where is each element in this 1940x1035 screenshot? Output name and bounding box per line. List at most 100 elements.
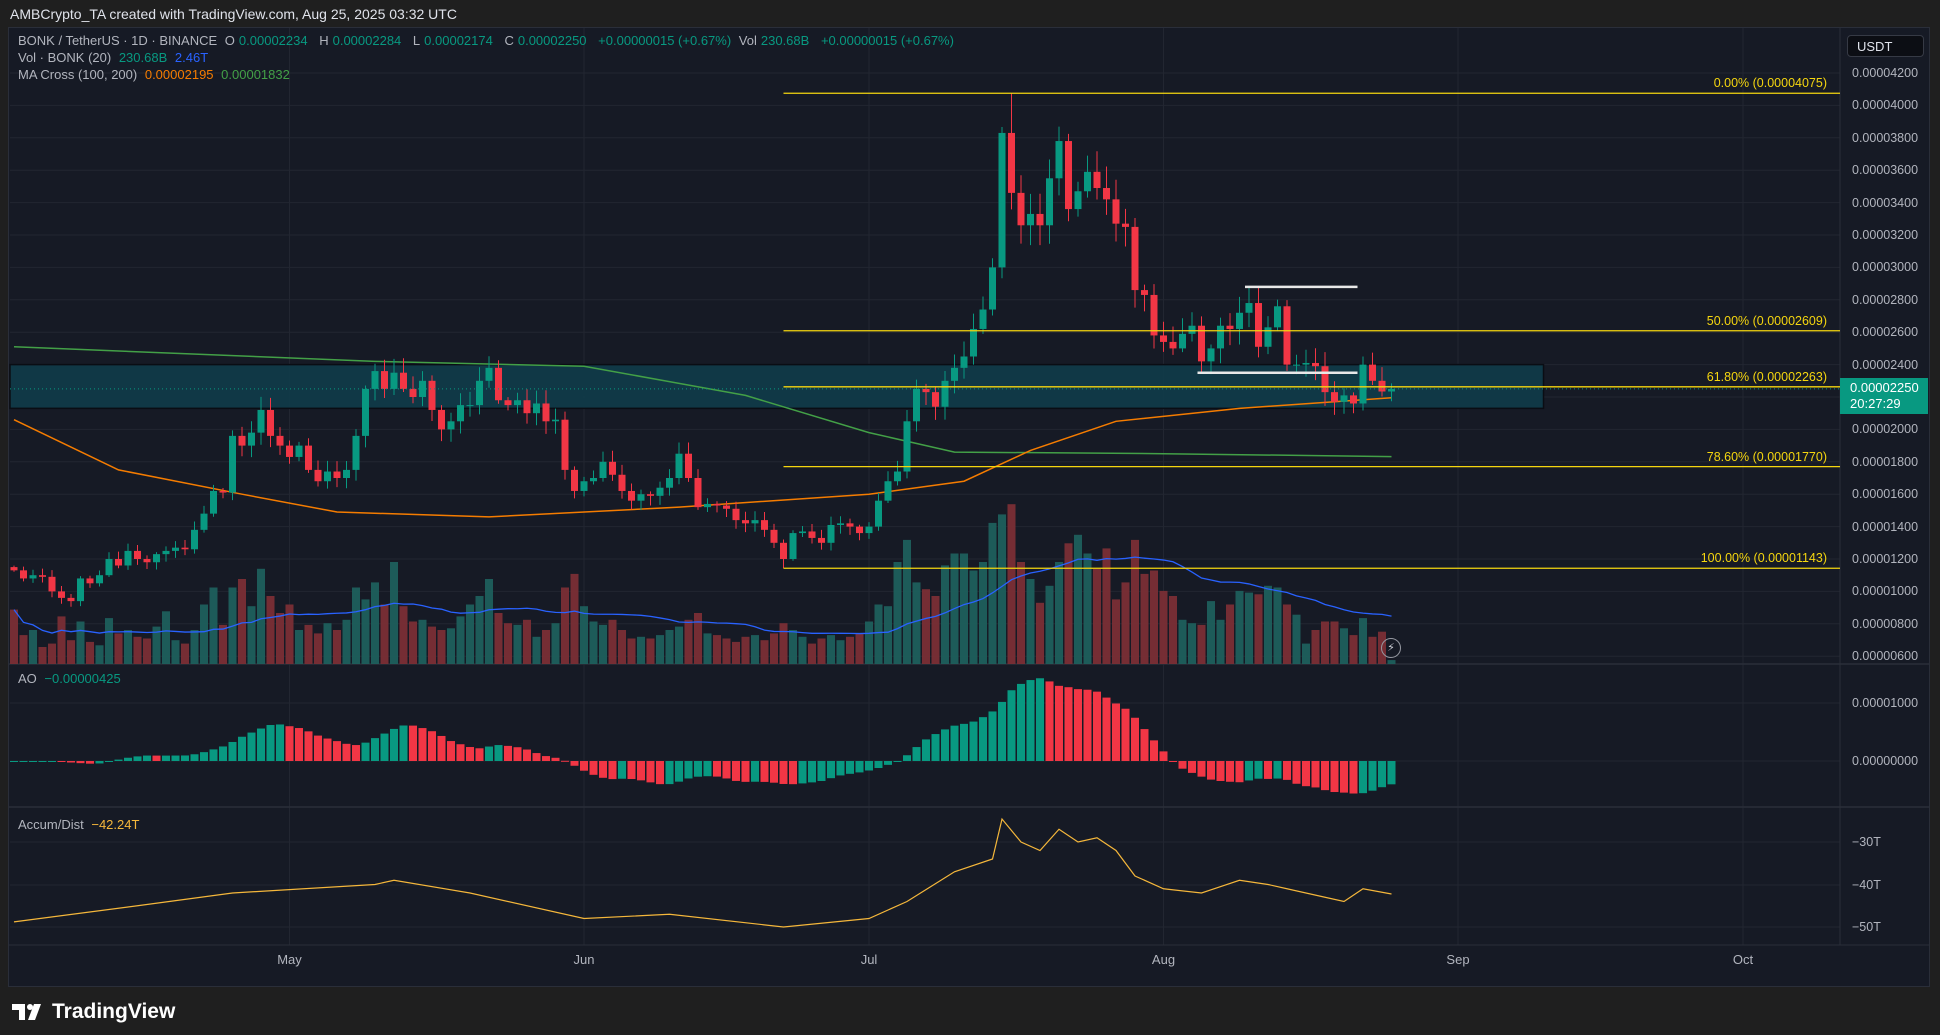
ao-bar — [969, 721, 978, 761]
volume-bar — [171, 640, 180, 664]
high-value: 0.00002284 — [332, 33, 402, 48]
ao-bar — [570, 761, 579, 766]
volume-bar — [19, 635, 28, 664]
ao-bar — [836, 761, 845, 776]
candle-body — [932, 392, 939, 407]
ao-bar — [827, 761, 835, 779]
candle-body — [438, 409, 445, 430]
ma200-value: 0.00001832 — [221, 67, 290, 82]
candle-body — [1112, 199, 1120, 224]
ad-title[interactable]: Accum/Dist — [18, 817, 84, 832]
volume-value: 230.68B — [118, 50, 168, 65]
time-tick: Sep — [1446, 952, 1470, 967]
vol-value: 230.68B — [760, 33, 810, 48]
candle-body — [1350, 395, 1357, 404]
candle-body — [1131, 226, 1139, 291]
ao-bar — [798, 761, 807, 784]
ao-bar — [751, 761, 759, 782]
time-tick: May — [277, 952, 302, 967]
volume-bar — [38, 647, 47, 664]
candle-body — [371, 371, 379, 389]
candle-body — [818, 537, 825, 543]
lightning-icon[interactable]: ⚡ — [1381, 638, 1401, 658]
ao-bar — [589, 761, 598, 775]
change-value: +0.00000015 (+0.67%) — [598, 33, 732, 48]
volume-bar — [209, 587, 218, 664]
candle-body — [561, 419, 569, 470]
ao-bar — [1387, 761, 1396, 785]
currency-button[interactable]: USDT — [1847, 35, 1924, 57]
volume-bar — [437, 630, 446, 664]
candle-body — [305, 445, 312, 470]
ao-bar — [722, 761, 731, 779]
ao-bar — [1340, 761, 1348, 793]
ao-tick: 0.00001000 — [1852, 696, 1919, 710]
ao-bar — [247, 732, 256, 761]
ao-bar — [456, 744, 465, 761]
volume-bar — [304, 624, 313, 664]
price-tick: 0.00001000 — [1852, 584, 1919, 599]
volume-bar — [105, 618, 113, 664]
ao-bar — [532, 753, 541, 761]
ao-bar — [646, 761, 655, 783]
ao-tick: 0.00000000 — [1852, 754, 1919, 768]
ao-bar — [637, 761, 645, 781]
ma-cross-title[interactable]: MA Cross (100, 200) — [18, 67, 138, 82]
candle-body — [666, 478, 673, 488]
ao-bar — [342, 743, 351, 761]
ao-bar — [1026, 680, 1035, 761]
candle-body — [761, 520, 768, 530]
candle-body — [286, 445, 293, 457]
volume-bar — [504, 623, 512, 664]
ao-bar — [1330, 761, 1339, 793]
ao-bar — [494, 745, 503, 761]
candle-body — [1274, 306, 1281, 328]
ao-bar — [475, 748, 484, 761]
symbol-title[interactable]: BONK / TetherUS · 1D · BINANCE — [18, 33, 218, 48]
volume-bar — [1216, 619, 1225, 664]
ao-bar — [285, 726, 294, 761]
candle-body — [827, 524, 835, 543]
ao-bar — [1235, 761, 1244, 783]
volume-bar — [969, 570, 978, 664]
ao-bar — [1188, 761, 1196, 773]
volume-bar — [1302, 643, 1310, 664]
ao-bar — [675, 761, 683, 782]
volume-bar — [1292, 614, 1301, 664]
candle-body — [162, 550, 170, 555]
ao-bar — [912, 747, 921, 761]
ao-bar — [1036, 678, 1044, 761]
ao-bar — [162, 755, 170, 761]
volume-bar — [1283, 604, 1291, 664]
ao-title[interactable]: AO — [18, 671, 37, 686]
volume-bar — [561, 587, 569, 664]
ao-bar — [903, 755, 911, 761]
time-tick: Oct — [1732, 952, 1754, 967]
ao-bar — [86, 761, 94, 764]
ao-bar — [1121, 708, 1130, 761]
candle-body — [248, 432, 255, 446]
ao-bar — [808, 761, 816, 783]
volume-indicator-title[interactable]: Vol · BONK (20) — [18, 50, 112, 65]
candle-body — [998, 132, 1006, 268]
ao-bar — [266, 725, 275, 761]
tradingview-logo[interactable]: TradingView — [12, 1000, 175, 1024]
candle-body — [799, 531, 806, 534]
candle-body — [599, 461, 607, 478]
ao-value: −0.00000425 — [44, 671, 121, 686]
ao-bar — [124, 757, 132, 761]
candle-body — [428, 380, 436, 410]
candle-body — [1074, 191, 1082, 210]
volume-bar — [466, 604, 474, 664]
ao-bar — [67, 761, 75, 763]
volume-bar — [608, 619, 617, 664]
volume-bar — [1074, 534, 1082, 664]
volume-bar — [29, 630, 37, 664]
ao-legend: AO −0.00000425 — [18, 671, 125, 686]
volume-bar — [162, 611, 170, 664]
candle-body — [210, 490, 217, 514]
price-tick: 0.00002000 — [1852, 422, 1919, 437]
ao-bar — [523, 749, 531, 761]
close-value: 0.00002250 — [517, 33, 587, 48]
